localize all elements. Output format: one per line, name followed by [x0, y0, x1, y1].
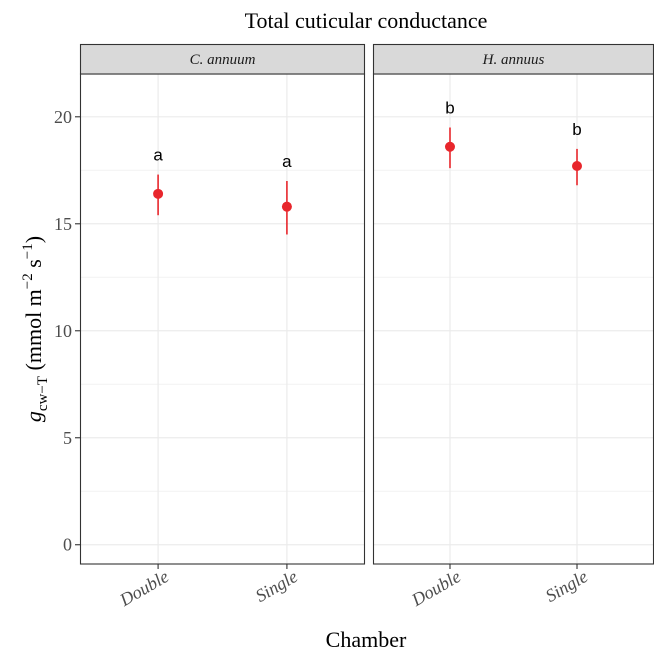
- panel-background: [80, 74, 365, 564]
- facet-strip-label: H. annuus: [482, 52, 545, 68]
- panel-background: [373, 74, 654, 564]
- data-point: [281, 201, 292, 212]
- y-axis-title-exponent: −1: [20, 243, 36, 259]
- significance-label: a: [153, 146, 163, 165]
- facet-strip: [79, 43, 366, 75]
- data-point: [572, 161, 583, 172]
- y-axis-title-unit: ): [21, 236, 46, 243]
- facet-strip-label: C. annuum: [190, 52, 256, 68]
- y-axis-title-symbol: g: [21, 411, 46, 422]
- data-point: [444, 141, 455, 152]
- y-axis-title-subscript: cw−T: [35, 376, 51, 411]
- y-tick-label: 15: [54, 214, 72, 234]
- x-tick-label: Single: [252, 566, 301, 606]
- y-tick-label: 10: [54, 321, 72, 341]
- y-axis: 0 5 10 15 20: [54, 107, 80, 555]
- significance-label: b: [445, 98, 454, 117]
- chart-title: Total cuticular conductance: [245, 8, 488, 33]
- x-tick-label: Double: [115, 566, 172, 610]
- significance-label: b: [572, 120, 581, 139]
- facet-strip: [372, 43, 654, 75]
- x-tick-label: Single: [542, 566, 591, 606]
- y-axis-title-unit: (mmol m: [21, 289, 46, 376]
- y-axis-title-exponent: −2: [20, 273, 36, 289]
- y-tick-label: 5: [63, 428, 72, 448]
- significance-label: a: [282, 152, 292, 171]
- data-point: [153, 188, 164, 199]
- y-axis-title: gcw−T (mmol m−2 s−1): [20, 236, 51, 422]
- y-axis-title-unit: s: [21, 259, 46, 273]
- panels: a a C. annuum Double Single b b H. annuus Double…: [79, 43, 654, 610]
- x-tick-label: Double: [407, 566, 464, 610]
- y-tick-label: 20: [54, 107, 72, 127]
- y-tick-label: 0: [63, 535, 72, 555]
- facet-panel: a a C. annuum Double Single: [79, 43, 366, 610]
- facet-panel: b b H. annuus Double Single: [372, 43, 654, 610]
- x-axis-title: Chamber: [326, 627, 407, 652]
